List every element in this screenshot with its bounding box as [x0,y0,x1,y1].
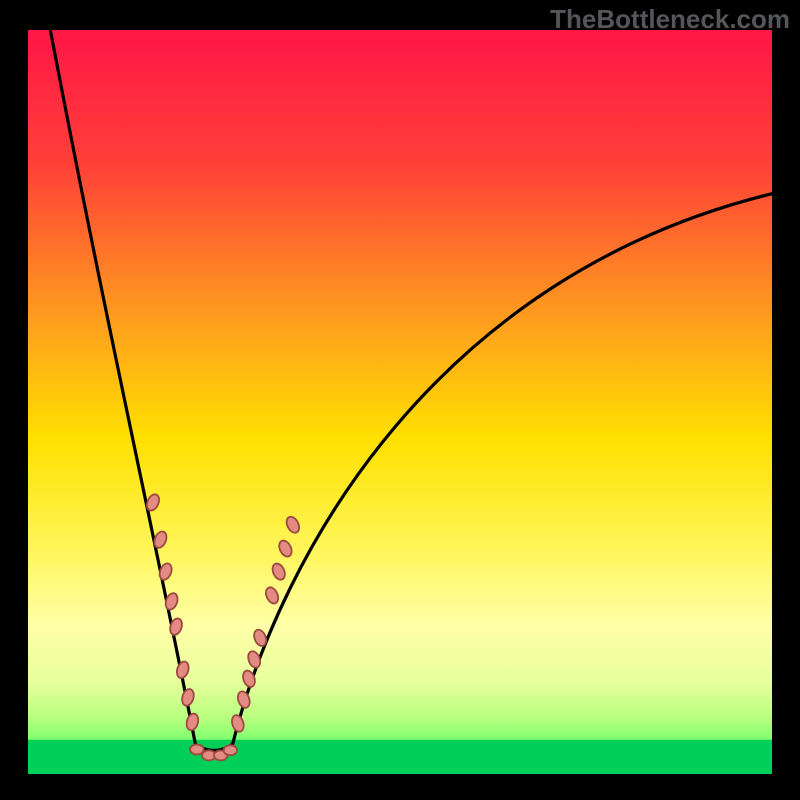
chart-frame: TheBottleneck.com [0,0,800,800]
plot-area [28,30,772,774]
bottleneck-chart [28,30,772,774]
marker-trough-3 [224,745,238,755]
gradient-background [28,30,772,774]
green-band [28,740,772,774]
marker-trough-0 [190,744,204,754]
